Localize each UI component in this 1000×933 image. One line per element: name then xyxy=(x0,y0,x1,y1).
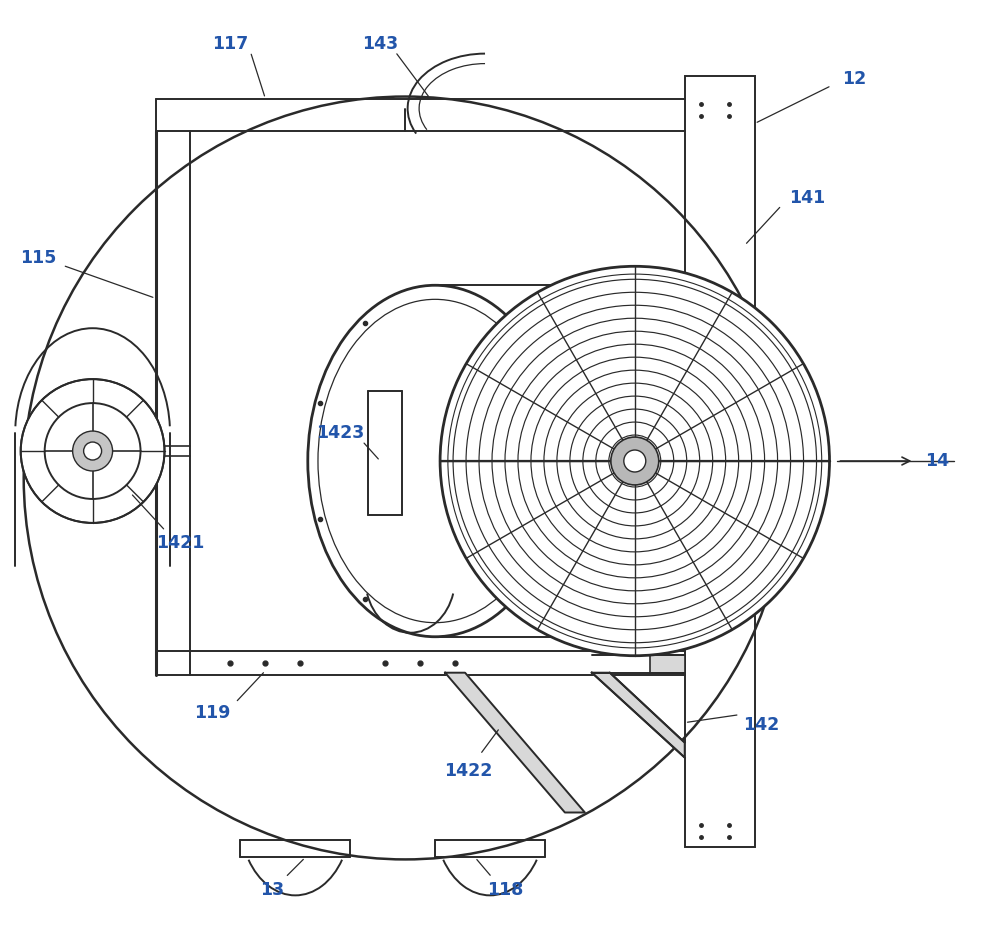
Text: 143: 143 xyxy=(362,35,398,52)
Circle shape xyxy=(21,379,165,522)
Text: 142: 142 xyxy=(743,716,780,733)
Text: 1422: 1422 xyxy=(444,761,492,780)
Circle shape xyxy=(611,437,659,485)
Bar xyxy=(650,655,685,673)
Text: 14: 14 xyxy=(925,452,949,470)
Circle shape xyxy=(84,442,102,460)
Circle shape xyxy=(624,450,646,472)
Bar xyxy=(685,76,755,847)
Text: 118: 118 xyxy=(487,882,523,899)
Polygon shape xyxy=(592,673,685,758)
Text: 117: 117 xyxy=(212,35,249,52)
Text: 141: 141 xyxy=(789,189,826,207)
Text: 1423: 1423 xyxy=(316,425,364,442)
Text: 119: 119 xyxy=(194,703,231,721)
Circle shape xyxy=(440,266,830,656)
Text: 115: 115 xyxy=(21,249,57,268)
Ellipse shape xyxy=(308,285,562,636)
Text: 12: 12 xyxy=(842,70,867,88)
Text: 1421: 1421 xyxy=(156,534,205,552)
Text: 13: 13 xyxy=(260,882,284,899)
Circle shape xyxy=(73,431,113,471)
Polygon shape xyxy=(445,673,585,813)
